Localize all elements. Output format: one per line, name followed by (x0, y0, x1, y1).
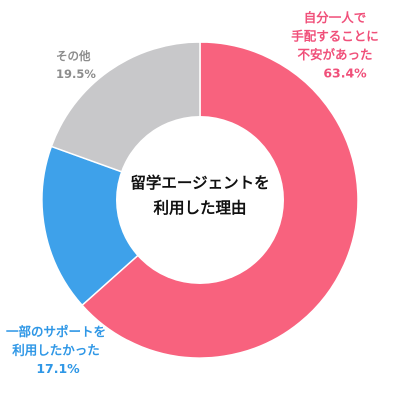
slice-2-label-line-0: その他 (56, 49, 91, 63)
slice-1-value: 17.1% (36, 361, 80, 376)
slice-0-label-line-1: 手配することに (291, 29, 379, 44)
donut-hole (116, 116, 284, 284)
slice-0-label-line-0: 自分一人で (304, 10, 367, 25)
slice-0-value: 63.4% (323, 66, 367, 81)
slice-1-label-line-1: 利用したかった (12, 343, 100, 358)
center-label-line-0: 留学エージェントを (130, 173, 269, 192)
slice-0-label-line-2: 不安があった (297, 47, 372, 62)
center-label-line-1: 利用した理由 (153, 198, 246, 217)
slice-2-value: 19.5% (56, 67, 96, 81)
slice-1-label-line-0: 一部のサポートを (6, 324, 106, 339)
